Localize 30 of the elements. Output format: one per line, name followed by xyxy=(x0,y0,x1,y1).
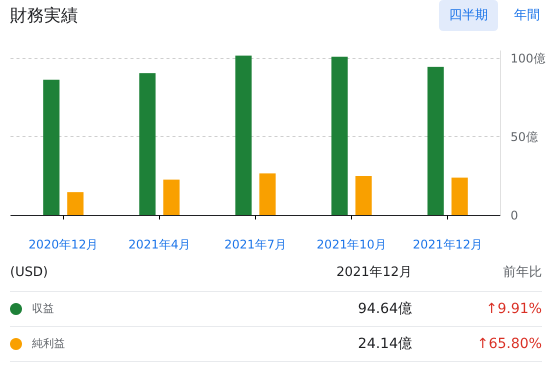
bar xyxy=(331,56,348,216)
x-tick-label: 2021年7月 xyxy=(224,238,287,252)
text: 年間 xyxy=(513,6,541,25)
bar xyxy=(163,180,180,216)
text: ↑65.80% xyxy=(476,335,542,354)
chart-title: 財務実績 xyxy=(10,5,78,28)
bar xyxy=(139,73,156,216)
text: 前年比 xyxy=(502,264,542,282)
bar xyxy=(259,173,276,216)
x-tick-label: 2021年12月 xyxy=(412,238,483,252)
x-tick-label: 2021年10月 xyxy=(316,238,386,252)
y-tick-label: 50億 xyxy=(510,130,538,144)
bar xyxy=(427,66,444,216)
text: 94.64億 xyxy=(356,300,412,319)
bar xyxy=(235,56,252,216)
y-tick-label: 0 xyxy=(510,208,518,222)
legend-label: 収益 xyxy=(31,301,55,317)
text: 24.14億 xyxy=(356,335,412,354)
text: 2021年12月 xyxy=(335,264,412,282)
x-tick-label: 2021年4月 xyxy=(128,238,191,252)
text: (USD) xyxy=(10,264,49,282)
bar xyxy=(452,178,468,216)
legend-label: 純利益 xyxy=(31,336,66,352)
y-tick-label: 100億 xyxy=(510,51,546,66)
text: 四半期 xyxy=(439,0,498,31)
bar xyxy=(43,80,60,216)
bar xyxy=(355,176,372,216)
text: ↑9.91% xyxy=(484,300,542,319)
x-tick-label: 2020年12月 xyxy=(28,238,98,252)
bar xyxy=(67,192,84,216)
